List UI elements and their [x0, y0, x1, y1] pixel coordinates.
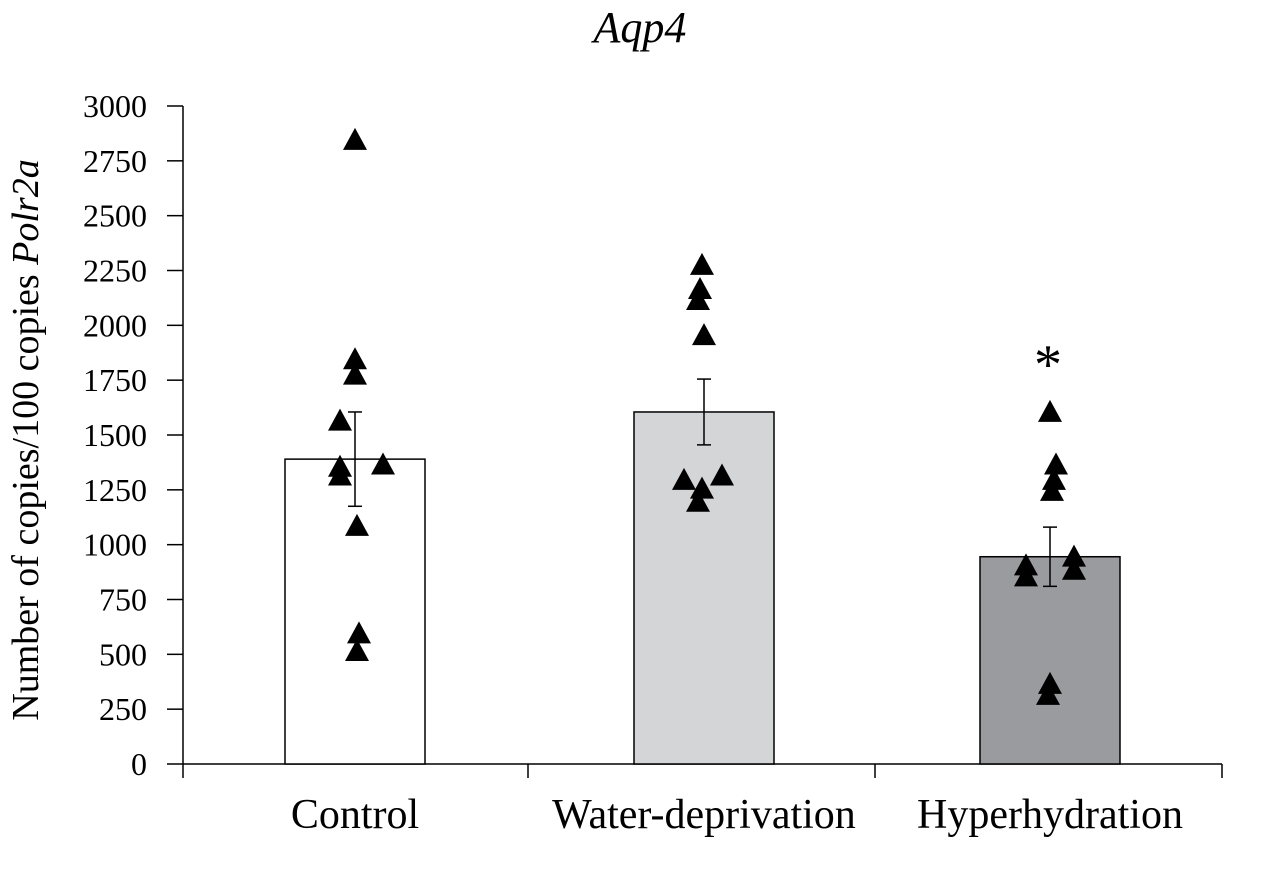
y-tick-label: 0	[131, 746, 147, 782]
bars	[284, 411, 1121, 765]
significance-markers: *	[1034, 334, 1062, 396]
x-tick-label: Water-deprivation	[552, 792, 856, 838]
bar	[979, 555, 1121, 765]
y-tick-label: 2500	[83, 198, 147, 234]
data-point-triangle	[328, 408, 352, 431]
data-point-triangle	[690, 252, 714, 275]
data-point-triangle	[1038, 671, 1062, 694]
x-tick-label: Hyperhydration	[917, 792, 1183, 838]
data-point-triangle	[1044, 452, 1068, 475]
data-point-triangle	[343, 362, 367, 385]
data-point-triangle	[1014, 564, 1038, 587]
x-tick-label: Control	[291, 792, 419, 838]
data-point-triangle	[686, 288, 710, 311]
chart-title: Aqp4	[591, 3, 687, 52]
data-point-triangle	[371, 452, 395, 475]
y-tick-label: 750	[99, 582, 147, 618]
y-axis-label-prefix: Number of copies/100 copies	[5, 265, 47, 721]
y-axis-label-gene: Polr2a	[5, 159, 47, 266]
y-tick-label: 2750	[83, 143, 147, 179]
y-tick-label: 3000	[83, 88, 147, 124]
significance-asterisk: *	[1034, 334, 1062, 396]
data-point-triangle	[343, 127, 367, 150]
bar	[633, 411, 775, 765]
y-tick-label: 1750	[83, 362, 147, 398]
data-point-triangle	[343, 347, 367, 370]
data-point-triangle	[345, 638, 369, 661]
data-point-triangle	[688, 277, 712, 300]
data-point-triangle	[347, 621, 371, 644]
data-point-triangle	[1038, 399, 1062, 422]
data-point-triangle	[1062, 557, 1086, 580]
data-point-triangle	[1036, 682, 1060, 705]
y-tick-label: 2000	[83, 307, 147, 343]
data-point-triangle	[1062, 544, 1086, 567]
data-point-triangle	[1040, 478, 1064, 501]
y-tick-label: 2250	[83, 253, 147, 289]
y-tick-label: 1000	[83, 527, 147, 563]
x-axis: Control Water-deprivation Hyperhydration	[182, 763, 1223, 838]
y-axis-label: Number of copies/100 copies Polr2a	[5, 159, 47, 720]
data-point-triangle	[672, 467, 696, 490]
data-point-triangle	[710, 463, 734, 486]
data-point-triangle	[686, 489, 710, 512]
data-point-triangle	[692, 323, 716, 346]
y-tick-label: 1250	[83, 472, 147, 508]
data-point-triangle	[1042, 467, 1066, 490]
error-bars	[348, 378, 1057, 588]
y-axis: 0 250 500 750 1000 1250 1500 1750 2000 2250 2500 27…	[83, 88, 184, 782]
data-points	[328, 127, 1086, 705]
data-point-triangle	[328, 463, 352, 486]
data-point-triangle	[690, 476, 714, 499]
y-tick-label: 1500	[83, 417, 147, 453]
y-tick-label: 250	[99, 691, 147, 727]
data-point-triangle	[345, 513, 369, 536]
y-tick-label: 500	[99, 636, 147, 672]
